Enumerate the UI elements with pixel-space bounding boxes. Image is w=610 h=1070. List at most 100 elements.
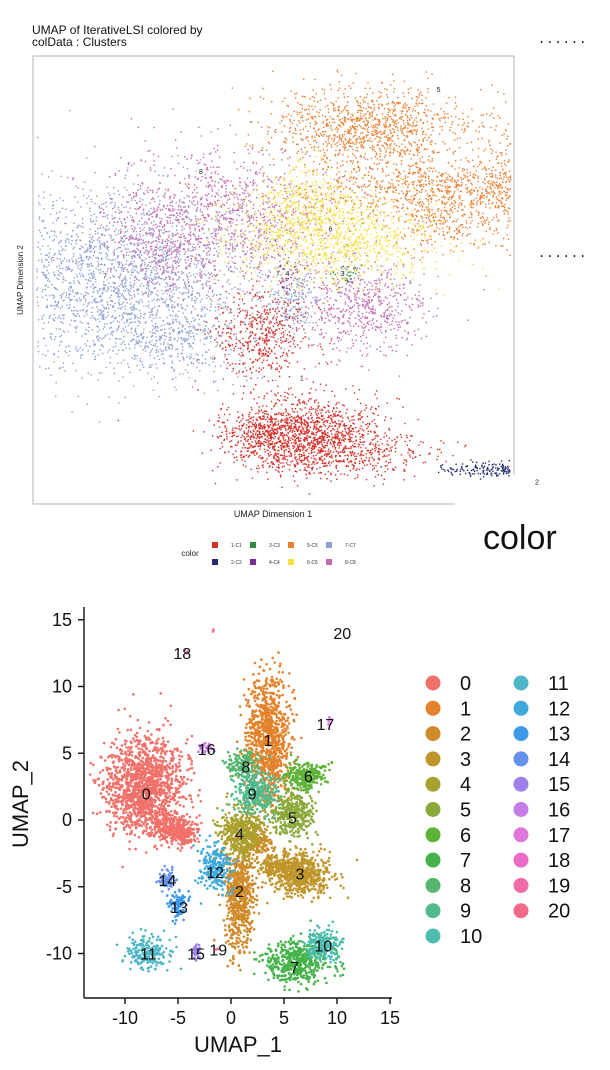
- data-point: [385, 317, 388, 319]
- data-point: [314, 223, 317, 225]
- data-point: [103, 263, 106, 266]
- data-point: [162, 195, 164, 197]
- data-point: [297, 297, 300, 300]
- data-point: [121, 284, 124, 286]
- data-point: [315, 399, 318, 401]
- data-point: [287, 260, 289, 262]
- data-point: [78, 281, 80, 284]
- data-point: [363, 343, 365, 345]
- data-point: [183, 243, 186, 245]
- data-point: [163, 253, 166, 255]
- data-point: [232, 208, 234, 210]
- data-point: [177, 154, 179, 157]
- data-point: [125, 247, 127, 250]
- data-point: [96, 195, 98, 197]
- data-point: [80, 293, 82, 295]
- data-point: [102, 270, 104, 273]
- data-point: [265, 195, 267, 197]
- data-point: [160, 220, 162, 223]
- data-point: [179, 245, 181, 248]
- data-point: [275, 204, 277, 207]
- data-point: [302, 231, 304, 234]
- data-point: [169, 323, 171, 325]
- data-point: [351, 281, 354, 283]
- data-point: [95, 267, 97, 269]
- data-point: [320, 316, 322, 318]
- data-point: [180, 306, 182, 308]
- data-point: [99, 288, 101, 290]
- data-point: [186, 185, 188, 187]
- data-point: [145, 244, 147, 246]
- data-point: [38, 216, 41, 218]
- data-point: [54, 252, 56, 255]
- data-point: [207, 204, 209, 206]
- data-point: [357, 414, 360, 416]
- data-point: [201, 214, 203, 217]
- data-point: [298, 433, 300, 435]
- data-point: [47, 280, 49, 282]
- data-point: [228, 312, 231, 314]
- data-point: [281, 247, 284, 249]
- data-point: [172, 261, 174, 263]
- data-point: [128, 239, 130, 241]
- data-point: [111, 201, 113, 203]
- data-point: [61, 249, 63, 252]
- data-point: [171, 329, 174, 331]
- data-point: [122, 254, 125, 256]
- data-point: [152, 153, 155, 155]
- data-point: [271, 427, 273, 429]
- data-point: [171, 322, 174, 325]
- data-point: [90, 286, 92, 288]
- data-point: [221, 348, 223, 350]
- data-point: [236, 244, 239, 246]
- data-point: [192, 363, 195, 365]
- data-point: [118, 302, 120, 304]
- data-point: [355, 339, 357, 342]
- data-point: [368, 281, 370, 283]
- data-point: [287, 300, 290, 302]
- data-point: [90, 373, 92, 376]
- data-point: [293, 446, 296, 448]
- data-point: [192, 249, 194, 251]
- data-point: [100, 207, 103, 210]
- data-point: [183, 292, 185, 294]
- data-point: [46, 298, 48, 301]
- data-point: [123, 329, 125, 332]
- data-point: [140, 264, 142, 266]
- data-point: [92, 248, 95, 250]
- data-point: [62, 248, 64, 250]
- data-point: [69, 323, 71, 326]
- data-point: [367, 299, 369, 301]
- data-point: [184, 183, 187, 185]
- data-point: [295, 295, 297, 297]
- data-point: [141, 203, 144, 206]
- data-point: [280, 296, 282, 299]
- data-point: [201, 362, 204, 365]
- data-point: [153, 160, 155, 162]
- data-point: [151, 310, 153, 312]
- data-point: [93, 213, 95, 215]
- data-point: [206, 351, 208, 353]
- data-point: [221, 333, 224, 335]
- data-point: [53, 296, 56, 298]
- data-point: [181, 229, 183, 231]
- data-point: [168, 347, 170, 349]
- data-point: [86, 286, 88, 288]
- data-point: [186, 339, 188, 342]
- data-point: [249, 181, 251, 183]
- data-point: [154, 343, 157, 345]
- data-point: [175, 285, 177, 288]
- data-point: [290, 461, 292, 463]
- data-point: [215, 192, 217, 194]
- data-point: [306, 264, 308, 267]
- data-point: [179, 360, 181, 362]
- data-point: [152, 317, 155, 320]
- data-point: [71, 269, 73, 271]
- data-point: [69, 110, 71, 112]
- data-point: [192, 317, 194, 319]
- data-point: [329, 219, 331, 222]
- data-point: [43, 314, 45, 316]
- data-point: [179, 182, 181, 184]
- data-point: [194, 299, 196, 302]
- data-point: [273, 205, 276, 207]
